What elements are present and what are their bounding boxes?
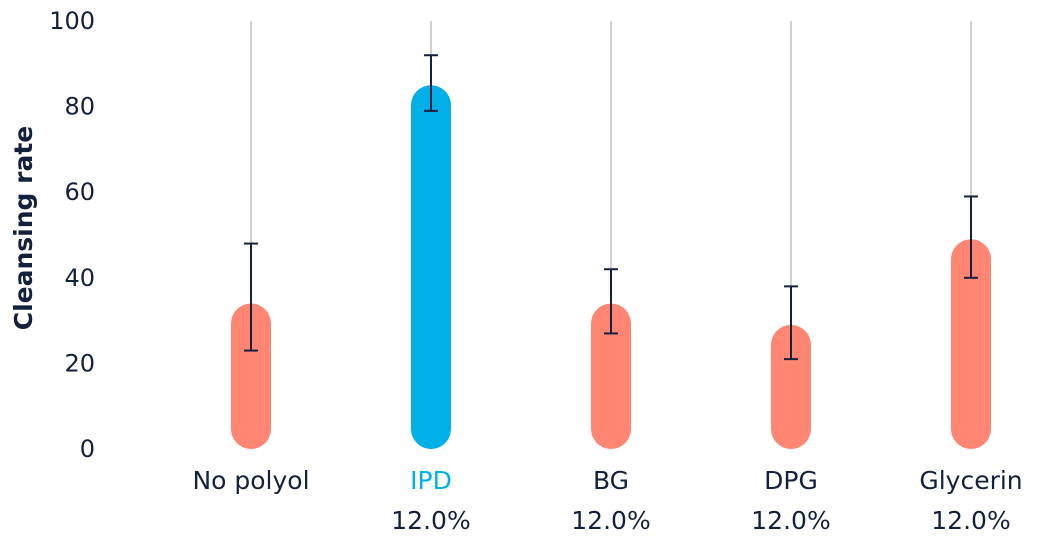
y-tick-label: 40 <box>64 264 95 292</box>
bars <box>231 85 991 449</box>
x-tick-label: Glycerin <box>919 466 1022 495</box>
bar <box>231 303 271 449</box>
x-tick-label: DPG <box>764 466 818 495</box>
y-axis-label: Cleansing rate <box>9 126 38 331</box>
x-tick-sublabel: 12.0% <box>571 506 650 535</box>
bar <box>411 85 451 449</box>
y-tick-label: 60 <box>64 178 95 206</box>
x-tick-label: BG <box>593 466 629 495</box>
x-tick-label: IPD <box>410 466 452 495</box>
bar <box>771 324 811 449</box>
error-bars <box>244 54 978 361</box>
y-tick-label: 0 <box>80 435 95 463</box>
x-tick-sublabel: 12.0% <box>931 506 1010 535</box>
bar <box>591 303 631 449</box>
x-tick-sublabel: 12.0% <box>751 506 830 535</box>
y-tick-label: 20 <box>64 349 95 377</box>
x-tick-sublabel: 12.0% <box>391 506 470 535</box>
bar <box>951 239 991 449</box>
y-tick-label: 100 <box>49 7 95 35</box>
y-axis-ticks: 0 20 40 60 80 100 <box>49 7 95 463</box>
x-tick-label: No polyol <box>192 466 309 495</box>
y-tick-label: 80 <box>64 93 95 121</box>
x-axis-labels: No polyol IPD 12.0% BG 12.0% DPG 12.0% Glycerin… <box>192 466 1022 535</box>
